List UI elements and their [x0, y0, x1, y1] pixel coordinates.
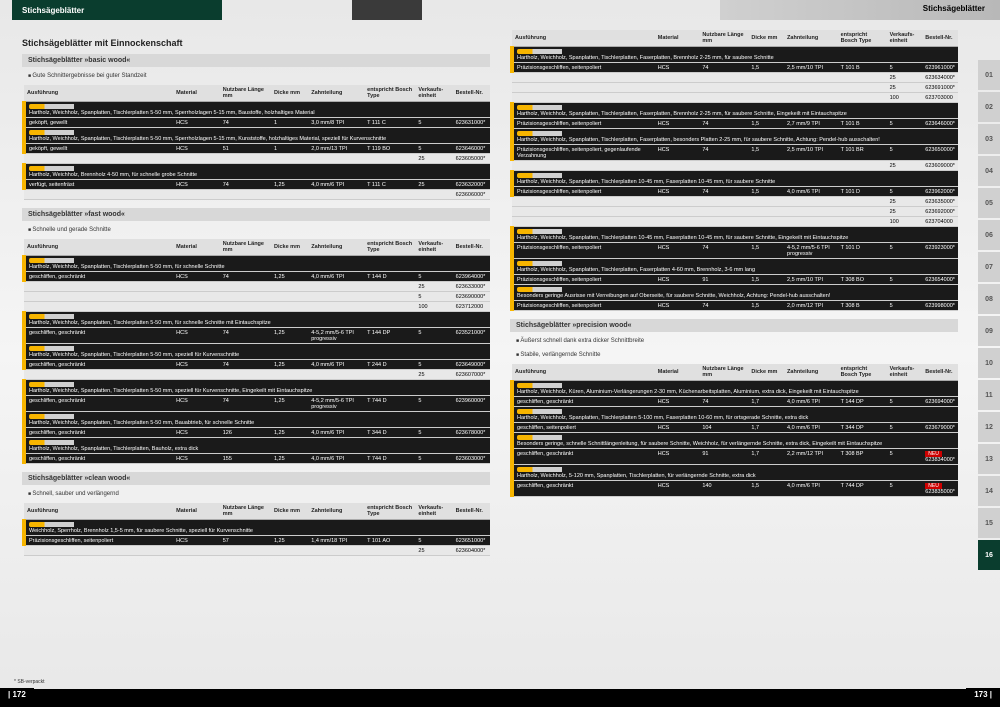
side-tab-10[interactable]: 10 [978, 348, 1000, 378]
section-sub: Stabile, verlängernde Schnitte [510, 350, 958, 360]
side-tab-01[interactable]: 01 [978, 60, 1000, 90]
table-row: geschliffen, geschränktHCS1261,25 4,0 mm… [24, 428, 490, 438]
blade-icon [517, 435, 562, 440]
table-row: geschliffen, geschränktHCS741,7 4,0 mm/6… [512, 397, 958, 407]
blade-icon [517, 287, 562, 292]
table-row: geschliffen, geschränktHCS1551,25 4,0 mm… [24, 454, 490, 464]
side-tab-04[interactable]: 04 [978, 156, 1000, 186]
table-row: geschliffen, geschränktHCS911,7 2,2 mm/1… [512, 449, 958, 465]
table-row: 25623604000* [24, 546, 490, 556]
table-row: geköpft, gewelltHCS511 2,0 mm/13 TPIT 11… [24, 144, 490, 154]
table-row: Präzisionsgeschliffen, seitenpoliertHCS7… [512, 243, 958, 259]
table-row: 25623607000* [24, 370, 490, 380]
product-table: AusführungMaterial Nutzbare Länge mmDick… [22, 239, 490, 464]
section-header: Stichsägeblätter »fast wood« [22, 208, 490, 221]
blade-icon [517, 383, 562, 388]
page-num-left: | 172 [0, 688, 34, 701]
side-tab-13[interactable]: 13 [978, 444, 1000, 474]
table-row: Präzisionsgeschliffen, seitenpoliertHCS7… [512, 187, 958, 197]
table-row: 100623712000 [24, 302, 490, 312]
blade-icon [517, 229, 562, 234]
section-sub: Gute Schnittergebnisse bei guter Standze… [22, 71, 490, 81]
section-header: Stichsägeblätter »precision wood« [510, 319, 958, 332]
blade-icon [517, 105, 562, 110]
side-tab-02[interactable]: 02 [978, 92, 1000, 122]
side-tab-03[interactable]: 03 [978, 124, 1000, 154]
table-row: geköpft, gewelltHCS741 3,0 mm/8 TPIT 111… [24, 118, 490, 128]
blade-icon [517, 409, 562, 414]
blade-icon [517, 261, 562, 266]
table-row: Präzisionsgeschliffen, seitenpoliertHCS7… [512, 119, 958, 129]
side-tab-16[interactable]: 16 [978, 540, 1000, 570]
blade-icon [29, 166, 74, 171]
table-row: 5623690000* [24, 292, 490, 302]
product-table: AusführungMaterial Nutzbare Länge mmDick… [510, 30, 958, 311]
table-row: geschliffen, geschränktHCS741,25 4-5,2 m… [24, 396, 490, 412]
side-tab-09[interactable]: 09 [978, 316, 1000, 346]
blade-icon [29, 314, 74, 319]
table-row: verfügt, seitenfrästHCS741,25 4,0 mm/6 T… [24, 180, 490, 190]
side-tab-05[interactable]: 05 [978, 188, 1000, 218]
table-row: Präzisionsgeschliffen, seitenpoliertHCS7… [512, 63, 958, 73]
table-row: 25623609000* [512, 161, 958, 171]
blade-icon [29, 346, 74, 351]
section-header: Stichsägeblätter »clean wood« [22, 472, 490, 485]
side-tab-15[interactable]: 15 [978, 508, 1000, 538]
section-sub: Schnelle und gerade Schnitte [22, 225, 490, 235]
side-tab-08[interactable]: 08 [978, 284, 1000, 314]
product-table: AusführungMaterial Nutzbare Länge mmDick… [22, 503, 490, 556]
side-tab-06[interactable]: 06 [978, 220, 1000, 250]
blade-icon [29, 414, 74, 419]
side-tab-11[interactable]: 11 [978, 380, 1000, 410]
table-row: 25623633000* [24, 282, 490, 292]
side-tab-07[interactable]: 07 [978, 252, 1000, 282]
footnote: * SB-verpackt [14, 679, 45, 685]
table-row: 623606000* [24, 190, 490, 200]
table-row: 100623704000 [512, 217, 958, 227]
header-right: Stichsägeblätter [923, 4, 985, 13]
table-row: 100623703000 [512, 93, 958, 103]
section-header: Stichsägeblätter »basic wood« [22, 54, 490, 67]
page-num-right: 173 | [966, 688, 1000, 701]
blade-icon [29, 440, 74, 445]
blade-icon [517, 173, 562, 178]
table-row: Präzisionsgeschliffen, seitenpoliert, ge… [512, 145, 958, 161]
table-row: 25623635000* [512, 197, 958, 207]
table-row: Präzisionsgeschliffen, seitenpoliertHCS9… [512, 275, 958, 285]
side-tab-14[interactable]: 14 [978, 476, 1000, 506]
table-row: geschliffen, geschränktHCS741,25 4,0 mm/… [24, 360, 490, 370]
blade-icon [517, 467, 562, 472]
table-row: 25623692000* [512, 207, 958, 217]
section-sub: Äußerst schnell dank extra dicker Schnit… [510, 336, 958, 346]
blade-icon [29, 258, 74, 263]
table-row: Präzisionsgeschliffen, seitenpoliertHCS5… [24, 536, 490, 546]
table-row: 25623691000* [512, 83, 958, 93]
blade-icon [29, 522, 74, 527]
side-tab-12[interactable]: 12 [978, 412, 1000, 442]
blade-icon [29, 104, 74, 109]
table-row: geschliffen, geschränktHCS741,25 4-5,2 m… [24, 328, 490, 344]
blade-icon [29, 382, 74, 387]
blade-icon [29, 130, 74, 135]
header-left: Stichsägeblätter [22, 6, 84, 15]
table-row: 25623605000* [24, 154, 490, 164]
main-title: Stichsägeblätter mit Einnockenschaft [22, 38, 490, 48]
table-row: Präzisionsgeschliffen, seitenpoliertHCS7… [512, 301, 958, 311]
table-row: geschliffen, seitenpoliertHCS1041,7 4,0 … [512, 423, 958, 433]
blade-icon [517, 49, 562, 54]
product-table: AusführungMaterial Nutzbare Länge mmDick… [22, 85, 490, 200]
table-row: geschliffen, geschränktHCS741,25 4,0 mm/… [24, 272, 490, 282]
table-row: 25623634000* [512, 73, 958, 83]
product-table: AusführungMaterial Nutzbare Länge mmDick… [510, 364, 958, 497]
section-sub: Schnell, sauber und verlängernd [22, 489, 490, 499]
table-row: geschliffen, geschränktHCS1401,5 4,0 mm/… [512, 481, 958, 497]
blade-icon [517, 131, 562, 136]
